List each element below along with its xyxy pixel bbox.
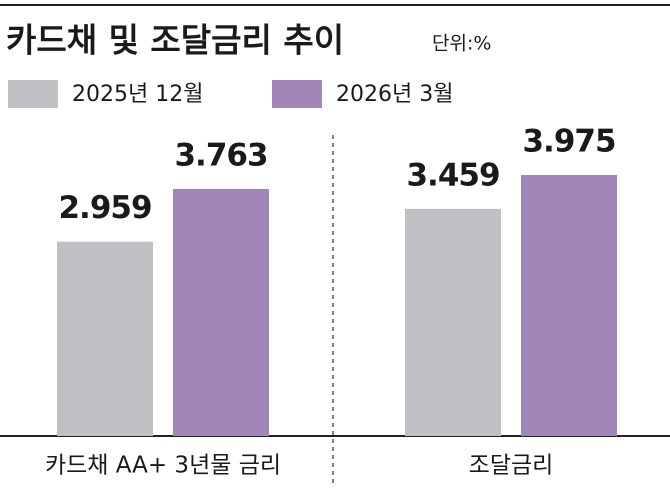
x-tick-label: 카드채 AA+ 3년물 금리	[45, 453, 281, 479]
legend-swatch	[272, 80, 322, 108]
legend-swatch	[8, 80, 58, 108]
legend-label: 2025년 12월	[72, 82, 203, 107]
chart-subtitle: 단위:%	[432, 33, 491, 55]
chart-title: 카드채 및 조달금리 추이	[6, 21, 344, 60]
value-label: 3.459	[406, 157, 499, 193]
value-label: 3.763	[174, 137, 267, 173]
value-label: 2.959	[58, 190, 151, 226]
bar	[173, 188, 269, 436]
bar	[521, 175, 617, 436]
bar	[57, 241, 153, 436]
bar	[405, 208, 501, 436]
value-label: 3.975	[522, 124, 615, 160]
legend-label: 2026년 3월	[336, 82, 453, 107]
x-tick-label: 조달금리	[469, 453, 554, 479]
